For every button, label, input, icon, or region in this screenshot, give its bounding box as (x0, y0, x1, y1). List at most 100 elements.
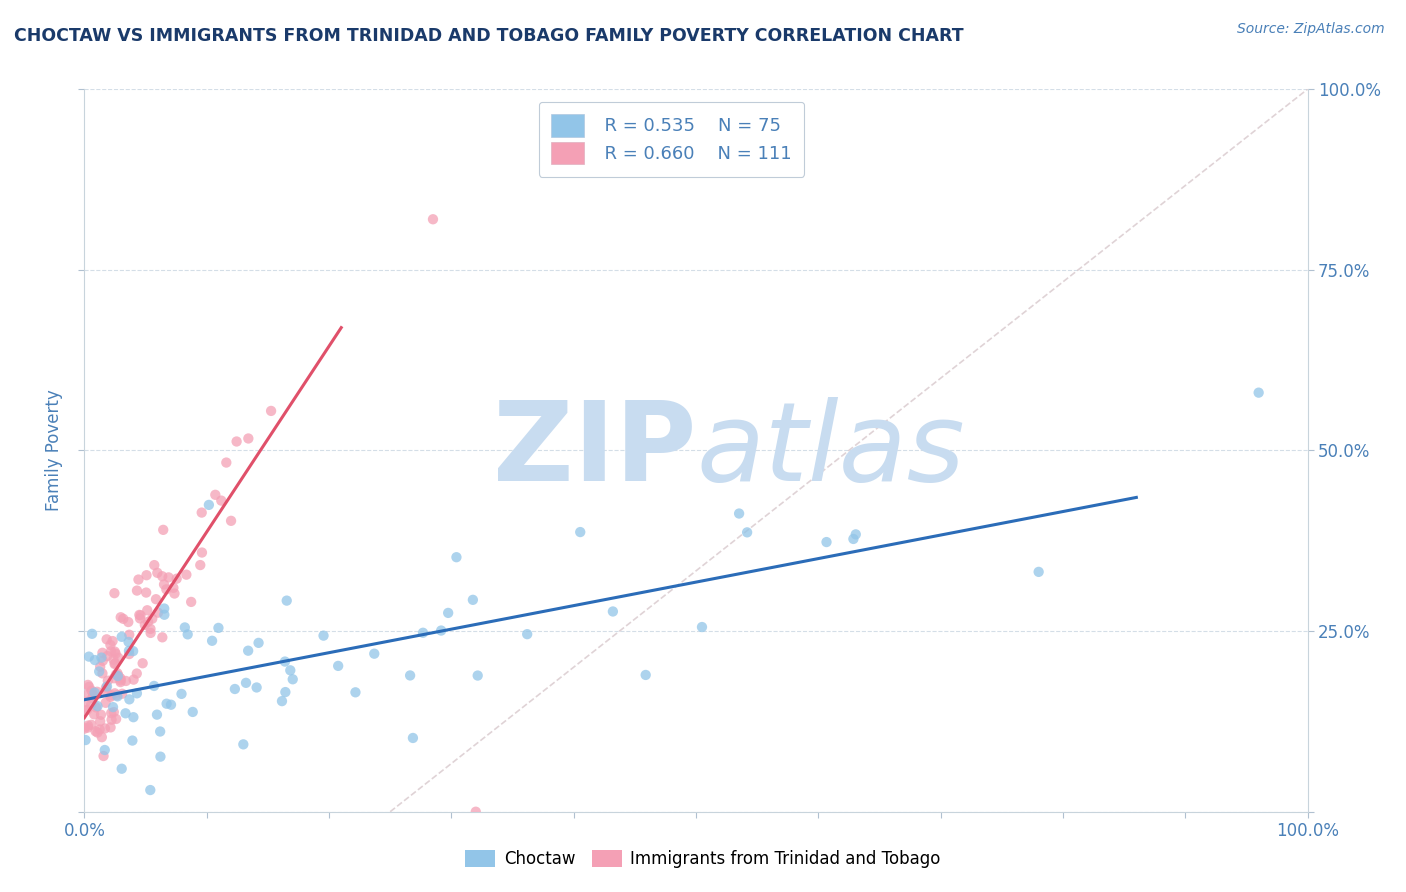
Point (276, 593, 298, 607)
Point (107, 690, 129, 704)
Point (114, 706, 136, 721)
Point (107, 650, 129, 665)
Point (104, 667, 127, 681)
Point (104, 686, 127, 700)
Point (160, 698, 183, 712)
Point (91, 666, 114, 681)
Point (260, 404, 283, 418)
Point (238, 432, 260, 446)
Point (75, 688, 97, 702)
Point (430, 624, 453, 638)
Point (153, 601, 176, 615)
Point (103, 671, 125, 685)
Point (201, 633, 224, 648)
Point (146, 566, 169, 580)
Y-axis label: Family Poverty: Family Poverty (45, 390, 63, 511)
Point (96, 648, 118, 663)
Point (135, 568, 157, 582)
Point (516, 627, 538, 641)
Point (150, 631, 173, 645)
Point (110, 610, 132, 624)
Point (111, 762, 134, 776)
Point (149, 724, 172, 739)
Point (162, 581, 184, 595)
Point (569, 524, 592, 539)
Point (94, 743, 117, 757)
Point (139, 622, 162, 636)
Point (207, 621, 229, 635)
Point (110, 673, 132, 688)
Point (281, 673, 304, 687)
Point (76, 703, 98, 717)
Point (76, 678, 98, 692)
Point (97, 673, 120, 688)
Point (127, 573, 149, 587)
Point (170, 687, 193, 701)
Point (274, 685, 297, 699)
Point (118, 647, 141, 661)
Point (845, 527, 868, 541)
Point (75, 733, 97, 747)
Point (176, 627, 198, 641)
Point (103, 586, 125, 600)
Point (94, 681, 117, 695)
Point (94, 722, 117, 736)
Point (111, 630, 134, 644)
Point (110, 675, 132, 690)
Point (271, 694, 294, 708)
Point (135, 585, 157, 599)
Point (90, 650, 112, 665)
Point (107, 669, 129, 683)
Point (246, 681, 269, 695)
Point (76, 721, 98, 735)
Point (143, 679, 166, 693)
Point (86, 725, 108, 739)
Point (166, 572, 188, 586)
Point (100, 644, 122, 658)
Point (464, 805, 486, 819)
Legend: Choctaw, Immigrants from Trinidad and Tobago: Choctaw, Immigrants from Trinidad and To… (458, 843, 948, 875)
Point (82, 688, 104, 702)
Point (728, 507, 751, 521)
Point (101, 700, 124, 714)
Point (104, 644, 127, 658)
Point (146, 707, 169, 722)
Text: CHOCTAW VS IMMIGRANTS FROM TRINIDAD AND TOBAGO FAMILY POVERTY CORRELATION CHART: CHOCTAW VS IMMIGRANTS FROM TRINIDAD AND … (14, 27, 963, 45)
Point (117, 615, 139, 629)
Point (232, 737, 254, 751)
Point (112, 612, 135, 626)
Text: Source: ZipAtlas.com: Source: ZipAtlas.com (1237, 22, 1385, 37)
Point (180, 595, 202, 609)
Point (129, 611, 152, 625)
Point (93, 749, 115, 764)
Point (90, 730, 112, 744)
Point (94, 696, 117, 710)
Point (139, 783, 162, 797)
Point (118, 628, 141, 642)
Point (602, 605, 624, 619)
Point (215, 456, 238, 470)
Point (96, 632, 118, 647)
Point (842, 532, 865, 546)
Point (100, 690, 122, 704)
Point (1028, 565, 1050, 579)
Legend:   R = 0.535    N = 75,   R = 0.660    N = 111: R = 0.535 N = 75, R = 0.660 N = 111 (538, 102, 804, 177)
Point (150, 569, 173, 583)
Point (122, 710, 145, 724)
Point (274, 655, 297, 669)
Point (89, 659, 111, 673)
Text: atlas: atlas (696, 397, 965, 504)
Point (77, 680, 100, 694)
Point (83, 707, 105, 722)
Point (117, 635, 139, 649)
Point (190, 506, 212, 520)
Point (412, 625, 434, 640)
Point (100, 688, 122, 702)
Point (131, 657, 153, 671)
Point (446, 550, 468, 565)
Point (122, 644, 145, 658)
Point (80, 718, 103, 732)
Point (75, 695, 97, 709)
Point (77, 718, 100, 732)
Point (163, 586, 186, 600)
